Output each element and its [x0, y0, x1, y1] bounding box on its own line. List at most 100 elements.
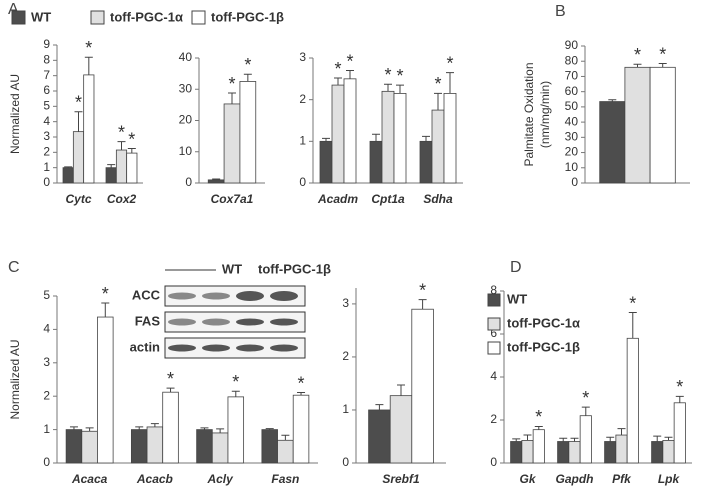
blot-frame [164, 285, 306, 307]
error-bar [212, 178, 221, 180]
error-bar [628, 312, 637, 339]
panel-label: B [555, 3, 566, 20]
significance: * [659, 44, 666, 64]
bar [615, 434, 628, 464]
y-tick-label: 0 [490, 455, 497, 469]
y-tick-label: 4 [43, 114, 50, 128]
error-bar [606, 436, 615, 442]
bar [196, 429, 213, 464]
error-bar [397, 384, 405, 396]
bar [431, 109, 445, 184]
y-axis-label: Normalized AU [8, 74, 22, 154]
x-tick-label: Gapdh [556, 472, 594, 486]
bar [292, 394, 310, 464]
y-tick-label: 1 [342, 402, 349, 416]
x-tick-label: Lpk [658, 472, 681, 486]
error-bar [117, 141, 126, 151]
blot-band [236, 318, 264, 326]
significance: * [75, 92, 82, 112]
x-tick-label: Cox2 [107, 192, 137, 206]
x-tick-label: Acadm [317, 192, 358, 206]
x-tick-label: Sdha [423, 192, 453, 206]
error-bar [216, 428, 225, 433]
bar [443, 93, 457, 184]
error-bar [418, 299, 427, 310]
y-tick-label: 3 [342, 296, 349, 310]
bar [389, 395, 413, 464]
y-tick-label: 2 [43, 388, 50, 402]
error-bar [653, 435, 662, 442]
significance: * [582, 388, 589, 408]
bar [557, 441, 570, 464]
bar [277, 439, 294, 464]
y-tick-label: 2 [43, 145, 50, 159]
y-tick-label: 50 [565, 99, 579, 113]
y-tick-label: 10 [179, 144, 193, 158]
error-bar [135, 426, 144, 430]
y-tick-label: 40 [179, 50, 193, 64]
significance: * [167, 369, 174, 389]
legend-swatch [90, 10, 105, 25]
significance: * [419, 280, 426, 300]
bar [604, 441, 617, 464]
error-bar [633, 63, 642, 68]
error-bar [334, 77, 342, 86]
bar [649, 66, 676, 184]
bar [331, 84, 345, 184]
significance: * [676, 377, 683, 397]
bar [381, 90, 395, 184]
legend-label: toff-PGC-1α [110, 9, 183, 24]
y-tick-label: 4 [43, 322, 50, 336]
error-bar [608, 99, 617, 102]
bar [568, 441, 581, 464]
bar [579, 415, 592, 464]
error-bar [422, 135, 430, 142]
blot-band [202, 344, 230, 352]
error-bar [664, 436, 673, 441]
error-bar [281, 434, 290, 441]
y-tick-label: 3 [43, 129, 50, 143]
y-tick-label: 0 [342, 455, 349, 469]
x-tick-label: Cox7a1 [211, 192, 254, 206]
y-tick-label: 8 [43, 53, 50, 67]
y-tick-label: 30 [179, 81, 193, 95]
bar [207, 179, 225, 184]
significance: * [118, 122, 125, 142]
y-tick-label: 80 [565, 53, 579, 67]
y-axis-label: (nm/mg/min) [538, 81, 552, 148]
error-bar [166, 387, 175, 393]
blot-band [168, 344, 196, 352]
bar [419, 140, 433, 184]
significance: * [535, 407, 542, 427]
error-bar [434, 92, 442, 111]
y-tick-label: 8 [490, 283, 497, 297]
y-tick-label: 2 [299, 92, 306, 106]
y-tick-label: 20 [565, 145, 579, 159]
y-tick-label: 7 [43, 68, 50, 82]
error-bar [85, 427, 94, 432]
y-tick-label: 2 [490, 412, 497, 426]
bar [651, 441, 664, 464]
blot-band [270, 344, 298, 352]
bar [146, 426, 164, 464]
blot-band [202, 318, 230, 326]
bar [261, 429, 278, 464]
error-bar [446, 72, 454, 94]
panel-label: A [8, 1, 19, 18]
y-tick-label: 3 [299, 50, 306, 64]
y-tick-label: 4 [490, 369, 497, 383]
error-bar [150, 423, 159, 427]
blot-band [236, 344, 264, 352]
bar [130, 429, 148, 464]
panel-label: D [510, 259, 522, 276]
blot-band [168, 318, 196, 326]
bar [599, 101, 626, 184]
bar [624, 66, 651, 184]
significance: * [346, 51, 353, 71]
y-tick-label: 5 [43, 288, 50, 302]
error-bar [322, 137, 330, 142]
significance: * [334, 59, 341, 79]
bar [673, 402, 686, 464]
bar [411, 308, 434, 464]
